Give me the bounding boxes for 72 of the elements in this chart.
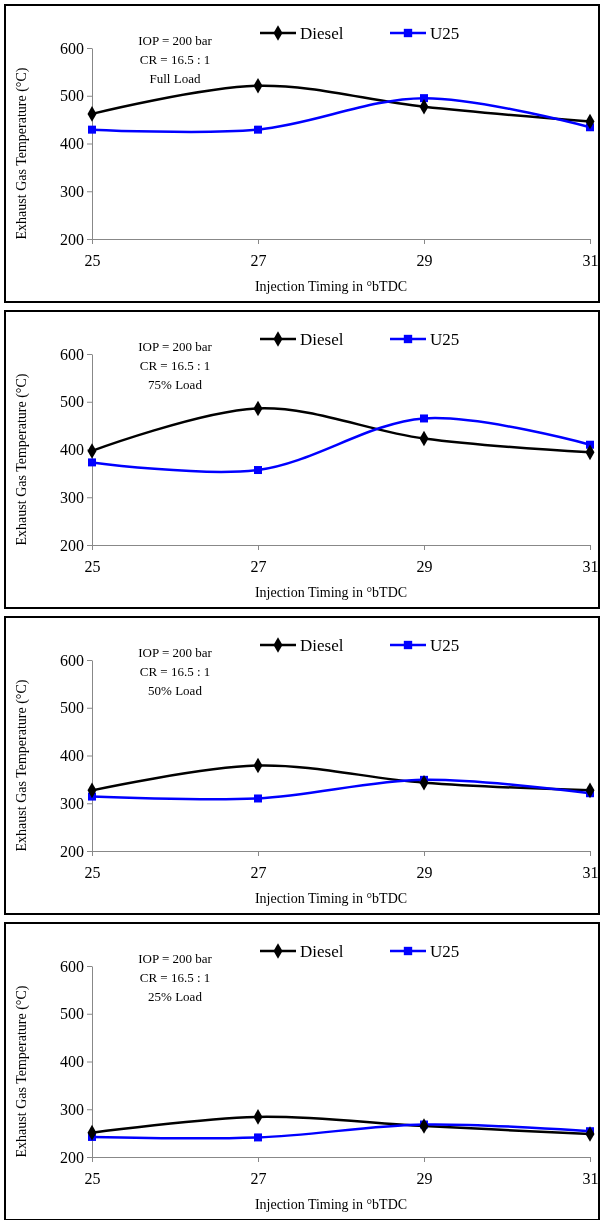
x-tick-label: 29 xyxy=(416,558,433,576)
x-tick-label: 27 xyxy=(250,558,267,576)
y-tick-label: 400 xyxy=(60,135,84,153)
y-axis-title: Exhaust Gas Temperature (°C) xyxy=(14,985,30,1158)
y-tick-label: 200 xyxy=(60,536,84,554)
x-tick-label: 25 xyxy=(84,558,101,576)
y-tick-label: 400 xyxy=(60,1053,84,1071)
annotation: CR = 16.5 : 1 xyxy=(139,52,211,67)
x-tick-label: 29 xyxy=(416,1170,433,1188)
x-tick-label: 31 xyxy=(582,558,599,576)
y-tick-label: 600 xyxy=(60,957,84,975)
annotation: 50% Load xyxy=(148,683,203,698)
y-tick-label: 600 xyxy=(60,39,84,57)
annotation: 75% Load xyxy=(148,377,203,392)
x-tick-label: 31 xyxy=(582,1170,599,1188)
point xyxy=(254,125,262,134)
legend-label: Diesel xyxy=(300,24,344,43)
annotation: CR = 16.5 : 1 xyxy=(139,664,211,679)
annotation: CR = 16.5 : 1 xyxy=(139,970,211,985)
x-axis-title: Injection Timing in °bTDC xyxy=(254,1197,408,1212)
y-tick-label: 600 xyxy=(60,345,84,363)
legend-label: U25 xyxy=(430,942,460,961)
point xyxy=(88,458,96,467)
y-axis-title: Exhaust Gas Temperature (°C) xyxy=(14,373,30,546)
x-tick-label: 25 xyxy=(84,864,101,882)
point xyxy=(88,125,96,134)
point xyxy=(254,466,262,475)
annotation: Full Load xyxy=(149,71,201,86)
y-tick-label: 500 xyxy=(60,699,84,717)
y-tick-label: 200 xyxy=(60,1148,84,1166)
x-axis-title: Injection Timing in °bTDC xyxy=(254,891,408,906)
point xyxy=(420,94,428,103)
y-tick-label: 600 xyxy=(60,651,84,669)
y-tick-label: 200 xyxy=(60,842,84,860)
y-tick-label: 200 xyxy=(60,230,84,248)
y-tick-label: 300 xyxy=(60,794,84,812)
y-axis-title: Exhaust Gas Temperature (°C) xyxy=(14,67,30,240)
text: IOP = 200 bar xyxy=(138,339,213,354)
text: IOP = 200 bar xyxy=(138,951,213,966)
legend-label: Diesel xyxy=(300,942,344,961)
x-axis-title: Injection Timing in °bTDC xyxy=(254,279,408,294)
x-tick-label: 25 xyxy=(84,252,101,270)
legend-label: U25 xyxy=(430,636,460,655)
y-tick-label: 500 xyxy=(60,1005,84,1023)
legend-label: U25 xyxy=(430,24,460,43)
y-tick-label: 300 xyxy=(60,1100,84,1118)
y-tick-label: 400 xyxy=(60,441,84,459)
point xyxy=(420,414,428,423)
y-tick-label: 500 xyxy=(60,393,84,411)
x-tick-label: 29 xyxy=(416,252,433,270)
y-tick-label: 300 xyxy=(60,488,84,506)
text: IOP = 200 bar xyxy=(138,33,213,48)
x-tick-label: 31 xyxy=(582,864,599,882)
x-tick-label: 31 xyxy=(582,252,599,270)
x-tick-label: 27 xyxy=(250,1170,267,1188)
legend-label: U25 xyxy=(430,330,460,349)
annotation: CR = 16.5 : 1 xyxy=(139,358,211,373)
x-axis-title: Injection Timing in °bTDC xyxy=(254,585,408,600)
x-tick-label: 29 xyxy=(416,864,433,882)
y-tick-label: 400 xyxy=(60,747,84,765)
point xyxy=(254,794,262,803)
y-tick-label: 300 xyxy=(60,182,84,200)
y-axis-title: Exhaust Gas Temperature (°C) xyxy=(14,679,30,852)
y-tick-label: 500 xyxy=(60,87,84,105)
text: IOP = 200 bar xyxy=(138,645,213,660)
legend-label: Diesel xyxy=(300,636,344,655)
x-tick-label: 27 xyxy=(250,252,267,270)
annotation: 25% Load xyxy=(148,989,203,1004)
legend-label: Diesel xyxy=(300,330,344,349)
x-tick-label: 25 xyxy=(84,1170,101,1188)
point xyxy=(254,1133,262,1142)
x-tick-label: 27 xyxy=(250,864,267,882)
